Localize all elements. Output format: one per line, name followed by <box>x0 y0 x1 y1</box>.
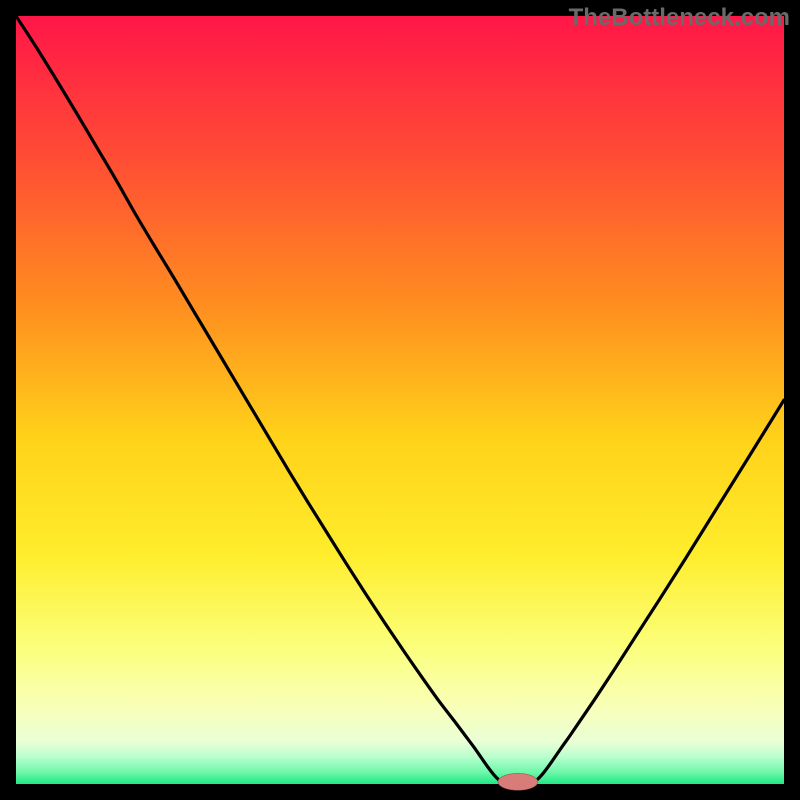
bottleneck-chart: TheBottleneck.com <box>0 0 800 800</box>
optimal-marker <box>498 773 538 790</box>
chart-plot-background <box>16 16 784 784</box>
chart-svg <box>0 0 800 800</box>
attribution-text: TheBottleneck.com <box>569 4 790 32</box>
